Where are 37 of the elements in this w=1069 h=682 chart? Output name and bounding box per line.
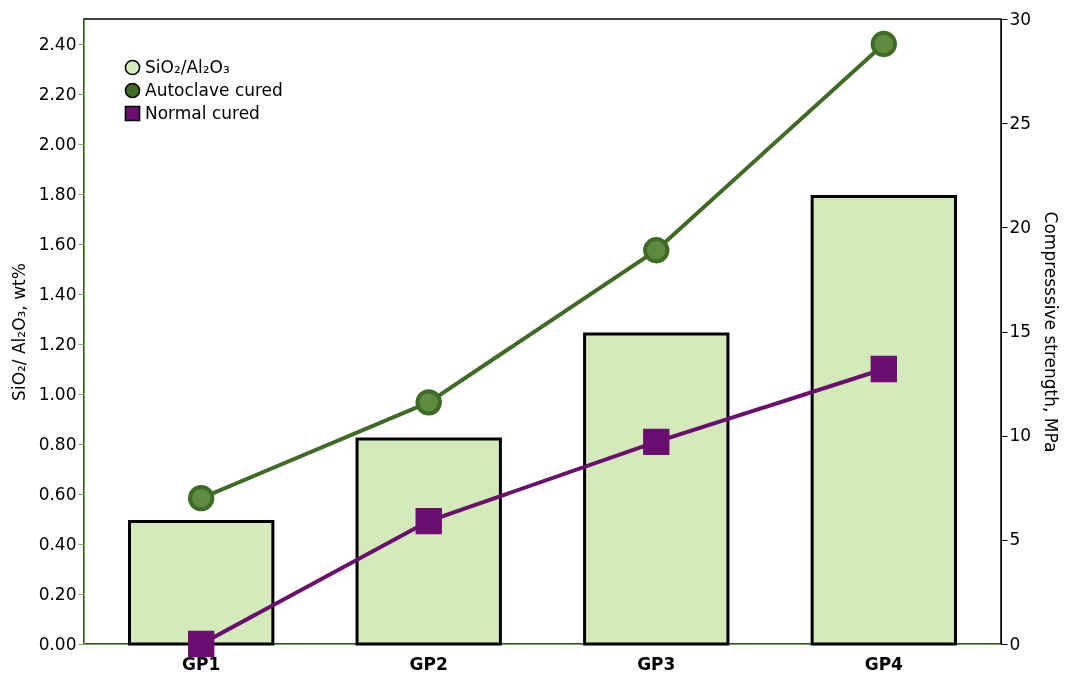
y-tick-label: 0.40 [38,533,77,554]
x-tick-label: GP2 [409,653,448,674]
y-tick-label: 1.20 [38,333,77,354]
legend-label: Autoclave cured [145,79,283,100]
point [643,237,670,264]
y-tick-label: 1.40 [38,283,77,304]
y-axis-title: SiO₂/ Al₂O₃, wt% [8,263,29,401]
y2-tick-label: 15 [1009,321,1032,341]
y2-tick-label: 20 [1009,216,1032,237]
point [188,630,215,658]
y2-axis-title: Compresssive strength, MPa [1041,211,1062,453]
y2-tick-label: 30 [1009,8,1032,29]
y-tick-label: 2.20 [38,83,77,104]
point [188,485,215,512]
x-tick-label: GP3 [637,653,676,674]
point [870,355,897,383]
point [643,428,670,456]
y-tick-label: 0.00 [38,633,77,654]
legend-label: SiO₂/Al₂O₃ [145,56,230,77]
point [870,30,897,58]
y-tick-label: 0.80 [38,433,77,454]
x-tick-label: GP4 [864,653,904,674]
y-tick-label: 1.80 [38,183,77,204]
y-tick-label: 0.20 [38,583,77,604]
y-tick-label: 2.40 [38,33,77,54]
y-tick-label: 1.00 [38,383,77,404]
y-tick-label: 1.60 [38,233,77,254]
x-tick-label: GP1 [182,653,221,674]
y2-tick-label: 10 [1009,425,1032,446]
y2-tick-label: 0 [1009,633,1021,654]
point [415,389,442,416]
y2-tick-label: 5 [1009,529,1021,550]
y2-tick-label: 25 [1009,112,1032,133]
point [415,507,442,535]
y-tick-label: 0.60 [38,483,77,504]
legend-label: Normal cured [145,102,260,123]
y-tick-label: 2.00 [38,133,77,154]
